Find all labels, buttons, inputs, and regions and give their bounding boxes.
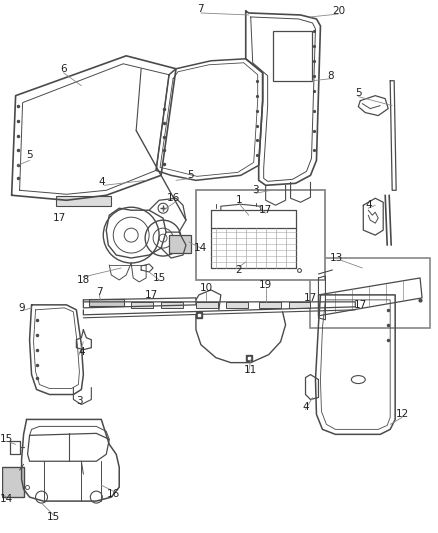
Bar <box>161 302 183 308</box>
Bar <box>226 302 248 308</box>
Text: 18: 18 <box>77 275 90 285</box>
Bar <box>196 302 218 308</box>
Text: 15: 15 <box>152 273 166 283</box>
Text: 4: 4 <box>365 200 371 210</box>
Text: 14: 14 <box>0 494 13 504</box>
Text: 13: 13 <box>330 253 343 263</box>
Text: 3: 3 <box>76 397 83 407</box>
Bar <box>2 467 24 497</box>
Text: 4: 4 <box>78 346 85 357</box>
Bar <box>57 196 111 206</box>
Text: 16: 16 <box>106 489 120 499</box>
Bar <box>311 258 430 328</box>
Text: 15: 15 <box>0 434 13 445</box>
Text: 1: 1 <box>236 195 242 205</box>
Text: 17: 17 <box>353 300 367 310</box>
Bar <box>272 31 312 80</box>
Text: 7: 7 <box>96 287 102 297</box>
Text: 4: 4 <box>302 402 309 413</box>
Text: 17: 17 <box>145 290 158 300</box>
Text: 10: 10 <box>199 283 212 293</box>
Text: 11: 11 <box>244 365 258 375</box>
Text: 3: 3 <box>252 185 259 195</box>
Bar <box>169 235 191 253</box>
Text: 5: 5 <box>355 87 362 98</box>
Text: 14: 14 <box>194 243 208 253</box>
Bar <box>289 302 311 308</box>
Text: 7: 7 <box>198 4 204 14</box>
Text: 12: 12 <box>396 409 409 419</box>
Text: 6: 6 <box>60 64 67 74</box>
Text: 9: 9 <box>18 303 25 313</box>
Text: 17: 17 <box>304 293 317 303</box>
Text: 8: 8 <box>327 71 334 80</box>
Bar <box>89 299 124 306</box>
Bar <box>196 190 325 280</box>
Text: 16: 16 <box>166 193 180 203</box>
Bar <box>131 302 153 308</box>
Text: 2: 2 <box>236 265 242 275</box>
Text: 17: 17 <box>53 213 66 223</box>
Text: 20: 20 <box>332 6 345 16</box>
Text: 17: 17 <box>259 205 272 215</box>
Bar <box>259 302 281 308</box>
Text: 5: 5 <box>26 150 33 160</box>
Text: 4: 4 <box>98 177 105 187</box>
Text: 5: 5 <box>187 171 194 180</box>
Text: 19: 19 <box>259 280 272 290</box>
Text: 15: 15 <box>47 512 60 522</box>
